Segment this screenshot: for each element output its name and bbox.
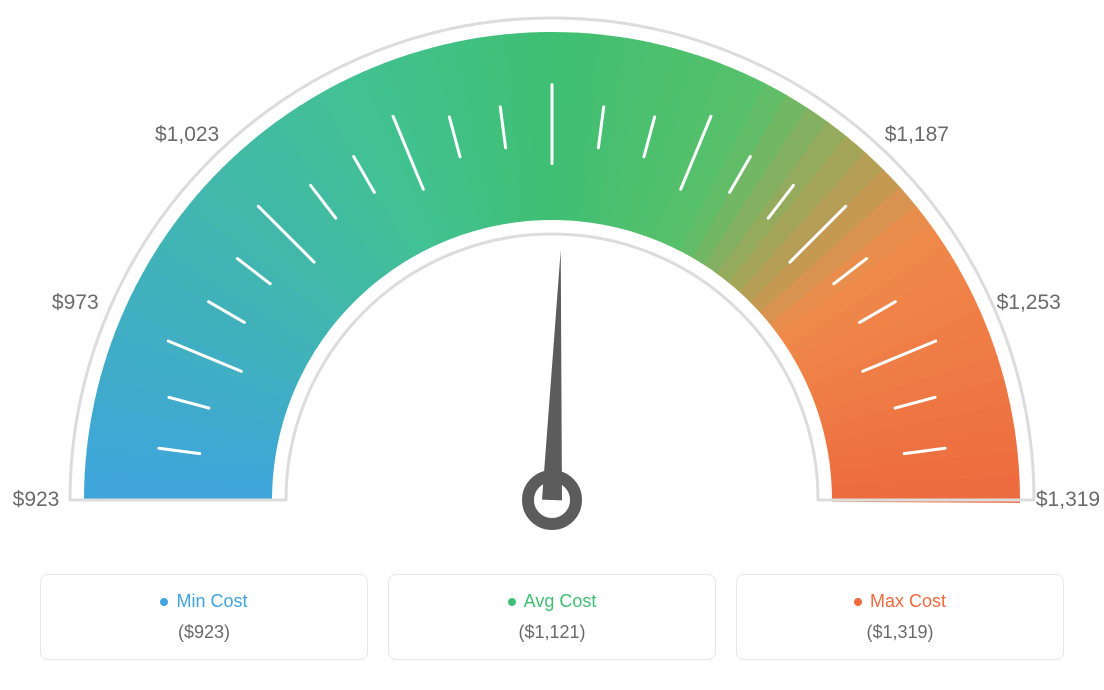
gauge-tick-label: $1,319 — [1036, 488, 1100, 512]
gauge-tick-label: $923 — [13, 488, 60, 512]
gauge-tick-label: $1,023 — [155, 123, 219, 147]
gauge-svg — [0, 0, 1104, 560]
legend-card-min: Min Cost ($923) — [40, 574, 368, 660]
gauge-tick-label: $973 — [52, 291, 99, 315]
legend-value: ($1,319) — [749, 622, 1051, 643]
legend-value: ($1,121) — [401, 622, 703, 643]
legend-title-min: Min Cost — [53, 591, 355, 612]
bullet-icon — [160, 598, 168, 606]
legend-label: Min Cost — [176, 591, 247, 612]
legend-label: Avg Cost — [524, 591, 597, 612]
legend-label: Max Cost — [870, 591, 946, 612]
legend-title-max: Max Cost — [749, 591, 1051, 612]
legend-card-avg: Avg Cost ($1,121) — [388, 574, 716, 660]
gauge-tick-label: $1,187 — [885, 123, 949, 147]
legend-row: Min Cost ($923) Avg Cost ($1,121) Max Co… — [40, 574, 1064, 660]
legend-value: ($923) — [53, 622, 355, 643]
bullet-icon — [508, 598, 516, 606]
gauge-area: $923$973$1,023$1,121$1,187$1,253$1,319 — [0, 0, 1104, 560]
legend-card-max: Max Cost ($1,319) — [736, 574, 1064, 660]
legend-title-avg: Avg Cost — [401, 591, 703, 612]
cost-gauge-chart: $923$973$1,023$1,121$1,187$1,253$1,319 M… — [0, 0, 1104, 690]
gauge-tick-label: $1,253 — [997, 291, 1061, 315]
bullet-icon — [854, 598, 862, 606]
